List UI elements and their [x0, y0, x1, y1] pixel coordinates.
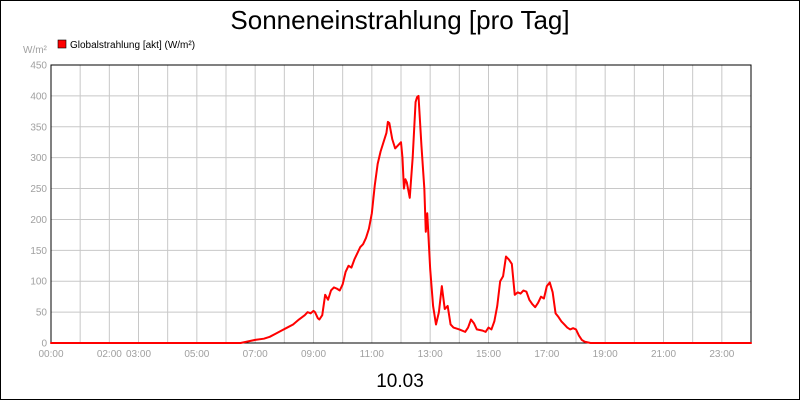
- x-tick-label: 11:00: [360, 349, 385, 360]
- y-tick-label: 0: [41, 339, 47, 350]
- x-tick-label: 17:00: [534, 349, 559, 360]
- series-layer: [50, 94, 752, 344]
- grid: [51, 64, 751, 344]
- y-axis-unit: W/m²: [23, 45, 48, 56]
- y-tick-label: 200: [30, 215, 47, 226]
- legend-swatch: [57, 39, 67, 49]
- chart-title: Sonneneinstrahlung [pro Tag]: [230, 5, 569, 35]
- y-tick-label: 300: [30, 153, 47, 164]
- y-tick-label: 150: [30, 246, 47, 257]
- x-tick-label: 03:00: [126, 349, 151, 360]
- y-tick-labels: 0 50 100 150 200 250 300 350 400 450: [30, 61, 47, 350]
- x-tick-label: 07:00: [243, 349, 268, 360]
- x-tick-label: 15:00: [476, 349, 501, 360]
- y-tick-label: 250: [30, 184, 47, 195]
- y-tick-label: 400: [30, 91, 47, 102]
- date-label: 10.03: [376, 371, 424, 392]
- y-tick-label: 450: [30, 61, 47, 72]
- x-tick-label: 09:00: [301, 349, 326, 360]
- x-tick-label: 13:00: [418, 349, 443, 360]
- y-tick-label: 50: [36, 308, 48, 319]
- plot-area-border: [50, 64, 752, 344]
- x-tick-labels: 00:00 02:00 03:00 05:00 07:00 09:00 11:00 13:00…: [38, 349, 734, 360]
- x-tick-label: 21:00: [651, 349, 676, 360]
- legend-label: Globalstrahlung [akt] (W/m²): [70, 40, 195, 51]
- x-tick-label: 02:00: [97, 349, 122, 360]
- series-line-globalstrahlung: [50, 94, 752, 344]
- x-tick-label: 23:00: [709, 349, 734, 360]
- x-tick-label: 05:00: [184, 349, 209, 360]
- x-tick-label: 19:00: [593, 349, 618, 360]
- y-tick-label: 100: [30, 277, 47, 288]
- x-tick-label: 00:00: [38, 349, 63, 360]
- y-tick-label: 350: [30, 122, 47, 133]
